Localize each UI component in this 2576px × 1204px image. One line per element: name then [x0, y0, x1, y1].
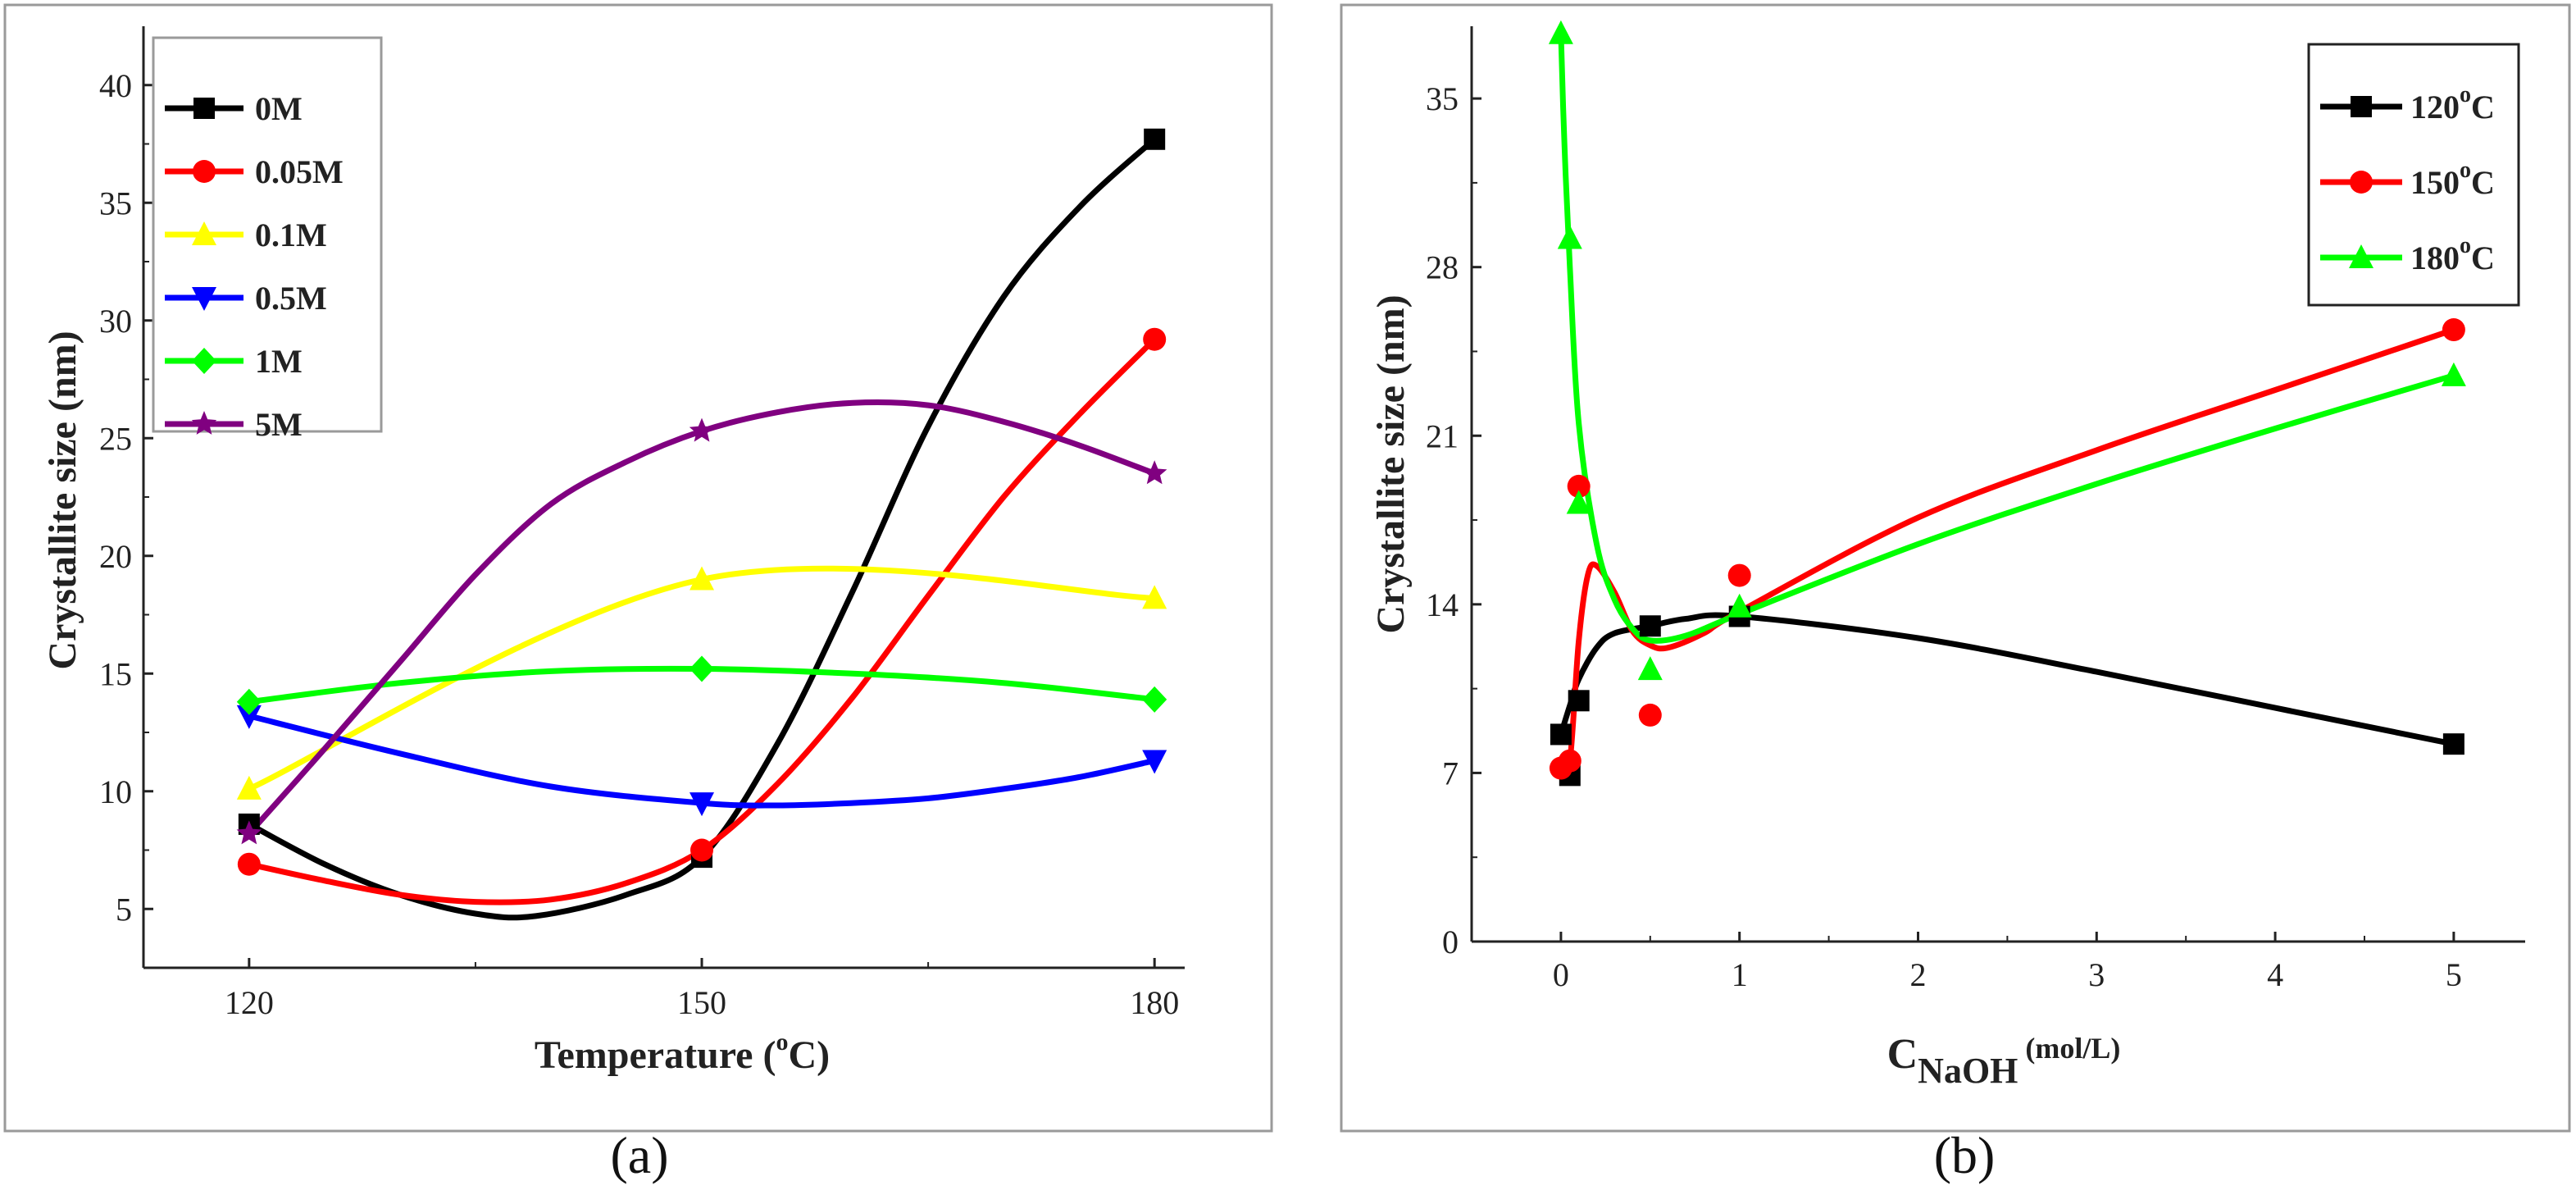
chart-b-y-tick-label: 28 — [1426, 249, 1459, 286]
chart-a-y-tick-label: 25 — [99, 420, 132, 457]
series-line-0.05M — [248, 337, 1157, 905]
data-point-0.05M — [237, 852, 261, 876]
legend-marker-0M — [193, 98, 215, 119]
data-point-0.05M — [690, 838, 714, 862]
legend-label-0.5M: 0.5M — [255, 280, 327, 317]
data-point-0.1M — [236, 775, 262, 800]
data-point-180 — [1566, 490, 1591, 514]
series-line-0.5M — [248, 713, 1155, 809]
data-point-120 — [1639, 615, 1661, 637]
data-point-0.05M — [1143, 327, 1167, 351]
chart-b-xlabel: CNaOH (mol/L) — [1887, 1031, 2121, 1091]
data-point-0.5M — [1142, 750, 1167, 774]
data-point-0.1M — [690, 566, 715, 591]
data-point-0.5M — [236, 705, 262, 729]
data-point-5M — [1142, 460, 1167, 485]
legend-marker-150 — [2350, 171, 2373, 194]
legend-marker-0.1M — [192, 221, 216, 245]
legend-marker-180 — [2349, 244, 2373, 268]
legend-label-120: 120oC — [2410, 82, 2495, 125]
data-point-150 — [1558, 749, 1582, 773]
data-point-1M — [236, 688, 262, 715]
chart-panel-b: 0 7 14 21 28 35 0 1 2 3 4 5 120oC 150oC 180oC Crystall… — [1340, 3, 2571, 1184]
chart-b-x-tick-label: 3 — [2088, 956, 2105, 993]
chart-b-y-tick-label: 14 — [1426, 586, 1459, 623]
data-point-5M — [236, 820, 262, 845]
chart-b-x-tick-label: 0 — [1553, 956, 1569, 993]
data-point-180 — [1637, 656, 1663, 681]
data-point-0.5M — [690, 792, 715, 817]
legend-label-5M: 5M — [255, 406, 303, 443]
chart-a-y-tick-label: 35 — [99, 185, 132, 221]
legend-marker-0.5M — [192, 287, 216, 311]
chart-a-frame — [3, 3, 1273, 1133]
data-point-120 — [1568, 690, 1590, 712]
legend-label-0M: 0M — [255, 90, 303, 127]
chart-a-x-tick-label: 180 — [1130, 984, 1179, 1021]
data-point-150 — [2442, 318, 2465, 342]
chart-b-y-tick-label: 35 — [1426, 80, 1459, 117]
data-point-5M — [689, 417, 715, 442]
data-point-120 — [2442, 733, 2464, 755]
legend-label-1M: 1M — [255, 343, 303, 380]
series-line-5M — [247, 399, 1156, 836]
chart-a-y-tick-label: 10 — [99, 773, 132, 810]
legend-marker-120 — [2351, 96, 2372, 117]
data-point-180 — [2441, 362, 2466, 386]
chart-b-y-tick-label: 0 — [1442, 924, 1459, 960]
data-point-150 — [1638, 703, 1662, 727]
chart-a-y-tick-label: 20 — [99, 538, 132, 575]
legend-label-0.1M: 0.1M — [255, 217, 327, 253]
data-point-0M — [1144, 128, 1166, 150]
chart-b-x-tick-label: 2 — [1909, 956, 1926, 993]
chart-b-frame — [1340, 3, 2571, 1133]
chart-b-x-tick-label: 1 — [1732, 956, 1748, 993]
legend-marker-1M — [192, 348, 216, 374]
chart-a-xlabel: Temperature (oC) — [535, 1028, 830, 1077]
legend-marker-5M — [191, 411, 217, 435]
chart-a-y-tick-label: 40 — [99, 67, 132, 104]
data-point-180 — [1548, 20, 1573, 44]
chart-b-ylabel: Crystallite size (nm) — [1369, 294, 1413, 633]
chart-b-x-tick-label: 4 — [2267, 956, 2283, 993]
series-line-180 — [1558, 33, 2455, 644]
legend-label-150: 150oC — [2410, 157, 2495, 201]
data-point-1M — [1142, 686, 1167, 713]
data-point-0.1M — [1142, 585, 1167, 609]
legend-label-180: 180oC — [2410, 233, 2495, 276]
legend-marker-0.05M — [193, 160, 216, 183]
chart-a-x-tick-label: 150 — [677, 984, 726, 1021]
chart-a-ylabel: Crystallite size (nm) — [41, 331, 84, 669]
chart-a-x-tick-label: 120 — [225, 984, 274, 1021]
chart-a-y-tick-label: 5 — [116, 891, 132, 928]
chart-b-legend — [2307, 43, 2520, 307]
chart-a-panel-label: (a) — [610, 1126, 668, 1184]
chart-b-y-tick-label: 21 — [1426, 417, 1459, 454]
data-point-150 — [1567, 474, 1591, 498]
data-point-120 — [1550, 723, 1572, 746]
legend-label-0.05M: 0.05M — [255, 153, 344, 190]
data-point-150 — [1727, 563, 1751, 587]
chart-panel-a: 5 10 15 20 25 30 35 40 120 150 180 0M 0.05M 0.1M 0.5M 1… — [3, 3, 1273, 1184]
data-point-180 — [1557, 225, 1582, 249]
data-point-180 — [1727, 593, 1752, 618]
chart-b-x-tick-label: 5 — [2446, 956, 2462, 993]
data-point-1M — [690, 655, 715, 682]
chart-b-y-tick-label: 7 — [1442, 755, 1459, 791]
series-line-150 — [1558, 326, 2455, 776]
chart-a-y-tick-label: 15 — [99, 655, 132, 692]
chart-a-y-tick-label: 30 — [99, 303, 132, 340]
chart-b-panel-label: (b) — [1934, 1126, 1996, 1184]
